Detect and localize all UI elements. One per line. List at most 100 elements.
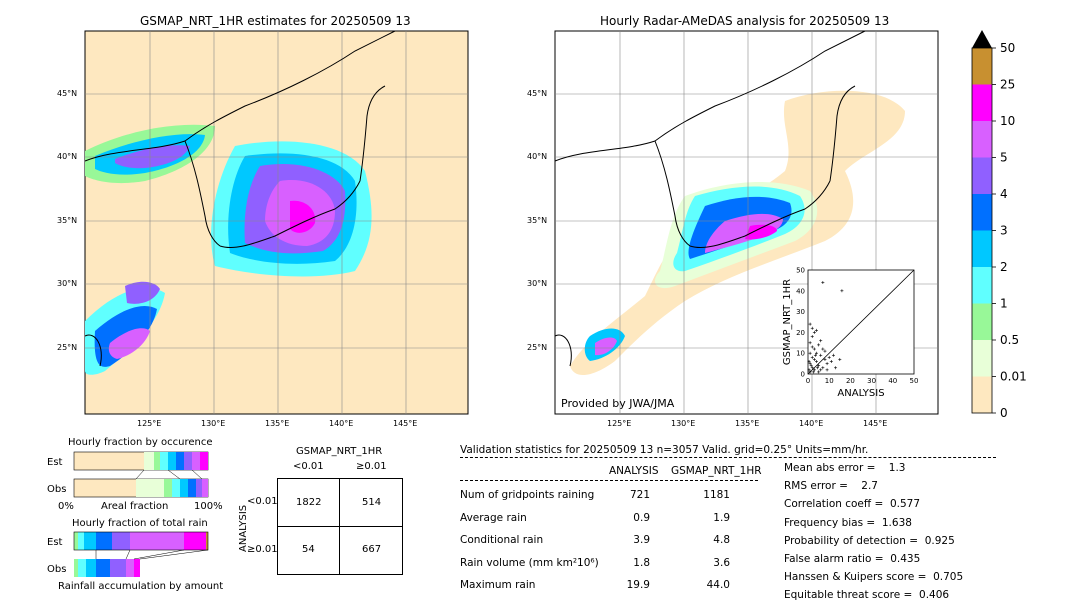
scatter-point	[838, 357, 842, 361]
score-row: RMS error = 2.7	[784, 480, 878, 493]
right-lat-label: 35°N	[527, 216, 548, 225]
scatter-point	[814, 351, 818, 355]
scatter-point	[812, 368, 816, 372]
contingency-col-1: ≥0.01	[356, 461, 387, 472]
left-grid	[85, 31, 468, 414]
score-row: Probability of detection = 0.925	[784, 534, 955, 547]
scatter-point	[808, 370, 812, 374]
scatter-diagonal	[807, 269, 915, 375]
left-lon-label: 140°E	[329, 419, 354, 428]
right-lat-label: 40°N	[527, 152, 548, 161]
score-row: Hanssen & Kuipers score = 0.705	[784, 571, 964, 584]
scatter-point	[808, 341, 812, 345]
val-row-label: Num of gridpoints raining	[460, 489, 595, 501]
scatter-point	[823, 357, 827, 361]
colorbar-extend-arrow	[972, 30, 992, 48]
cell-0-0: 1822	[296, 497, 322, 508]
colorbar: 0 0.01 0.5 1 2 3 4 5 10 25 50	[971, 30, 1027, 420]
colorbar-tick: 1	[1000, 297, 1008, 311]
score-row: Frequency bias = 1.638	[784, 516, 912, 529]
val-row-analysis: 721	[629, 489, 650, 501]
scatter-point	[810, 355, 814, 359]
scatter-ytick: 20	[796, 329, 805, 337]
scatter-ytick: 10	[796, 350, 805, 358]
scatter-point	[810, 366, 814, 370]
colorbar-tick: 10	[1000, 114, 1015, 128]
colorbar-segment	[972, 121, 992, 158]
validation-divider	[460, 457, 996, 458]
scatter-point	[840, 289, 844, 293]
occ-axis-center: Areal fraction	[101, 501, 169, 512]
scatter-point	[810, 345, 814, 349]
colorbar-segment	[972, 84, 992, 121]
val-row-gsmap: 1181	[703, 489, 730, 501]
table-divider	[460, 480, 758, 481]
fraction-total-title: Hourly fraction of total rain	[72, 518, 208, 529]
scatter-point	[821, 280, 825, 284]
colorbar-tick: 0.01	[1000, 370, 1027, 384]
val-row-gsmap: 4.8	[713, 534, 730, 546]
cell-0-1: 514	[362, 497, 382, 508]
tot-footer: Rainfall accumulation by amount	[58, 581, 224, 592]
val-row-gsmap: 1.9	[713, 511, 730, 524]
val-row-label: Rain volume (mm km²10⁶)	[460, 556, 599, 569]
score-row: False alarm ratio = 0.435	[784, 553, 921, 565]
right-lon-label: 145°E	[863, 419, 888, 428]
fraction-occurrence-title: Hourly fraction by occurence	[68, 437, 213, 448]
scatter-point	[831, 353, 835, 357]
radar-credit: Provided by JWA/JMA	[561, 397, 675, 410]
left-lon-label: 135°E	[265, 419, 290, 428]
colorbar-segment	[972, 267, 992, 304]
col-gsmap: GSMAP_NRT_1HR	[671, 465, 762, 477]
colorbar-tick: 50	[1000, 41, 1015, 55]
tot-obs-label: Obs	[47, 564, 67, 575]
colorbar-segment	[972, 157, 992, 194]
contingency-col-0: <0.01	[293, 461, 324, 472]
score-row: Correlation coeff = 0.577	[784, 498, 920, 511]
left-lon-label: 145°E	[393, 419, 418, 428]
scatter-xtick: 10	[825, 377, 834, 385]
scatter-point	[812, 357, 816, 361]
scatter-point	[823, 349, 827, 353]
left-lon-label: 130°E	[201, 419, 226, 428]
contingency-row-0: <0.01	[247, 496, 278, 507]
scatter-point	[811, 370, 815, 374]
colorbar-segment	[972, 48, 992, 85]
scatter-point	[807, 360, 811, 364]
left-lon-label: 125°E	[137, 419, 162, 428]
scatter-point	[808, 362, 812, 366]
contingency-row-1: ≥0.01	[247, 544, 278, 555]
colorbar-segment	[972, 230, 992, 267]
scatter-point	[812, 347, 816, 351]
scatter-point	[817, 364, 821, 368]
cell-1-1: 667	[362, 544, 382, 555]
score-row: Mean abs error = 1.3	[784, 462, 906, 474]
scatter-point	[825, 368, 829, 372]
scatter-xtick: 0	[806, 377, 810, 385]
right-lat-label: 45°N	[527, 89, 548, 98]
scatter-inset: 00 10 10 20 20 30 30 40 40 50 50 ANALYSIS GSMAP_NRT_…	[782, 267, 918, 400]
colorbar-tick: 4	[1000, 187, 1008, 201]
score-row: Equitable threat score = 0.406	[784, 589, 950, 602]
left-lat-label: 35°N	[57, 216, 78, 225]
scatter-xlabel: ANALYSIS	[837, 388, 884, 399]
scatter-point	[834, 366, 838, 370]
contingency-grid: 1822 514 54 667	[277, 478, 403, 575]
scatter-point	[808, 351, 812, 355]
scatter-ylabel: GSMAP_NRT_1HR	[782, 279, 793, 365]
scatter-point	[808, 322, 812, 326]
total-bars	[73, 531, 209, 577]
val-row-label: Average rain	[460, 511, 527, 524]
scatter-point	[814, 328, 818, 332]
scatter-point	[825, 362, 829, 366]
scatter-xtick: 30	[867, 377, 876, 385]
left-lat-label: 40°N	[57, 152, 78, 161]
val-row-analysis: 0.9	[633, 511, 650, 524]
scatter-ytick: 50	[796, 267, 805, 275]
occurrence-bars	[73, 451, 209, 498]
col-analysis: ANALYSIS	[609, 465, 659, 477]
colorbar-tick: 25	[1000, 78, 1015, 92]
scatter-point	[819, 339, 823, 343]
val-row-analysis: 19.9	[626, 579, 650, 591]
contingency-title: GSMAP_NRT_1HR	[296, 446, 383, 457]
